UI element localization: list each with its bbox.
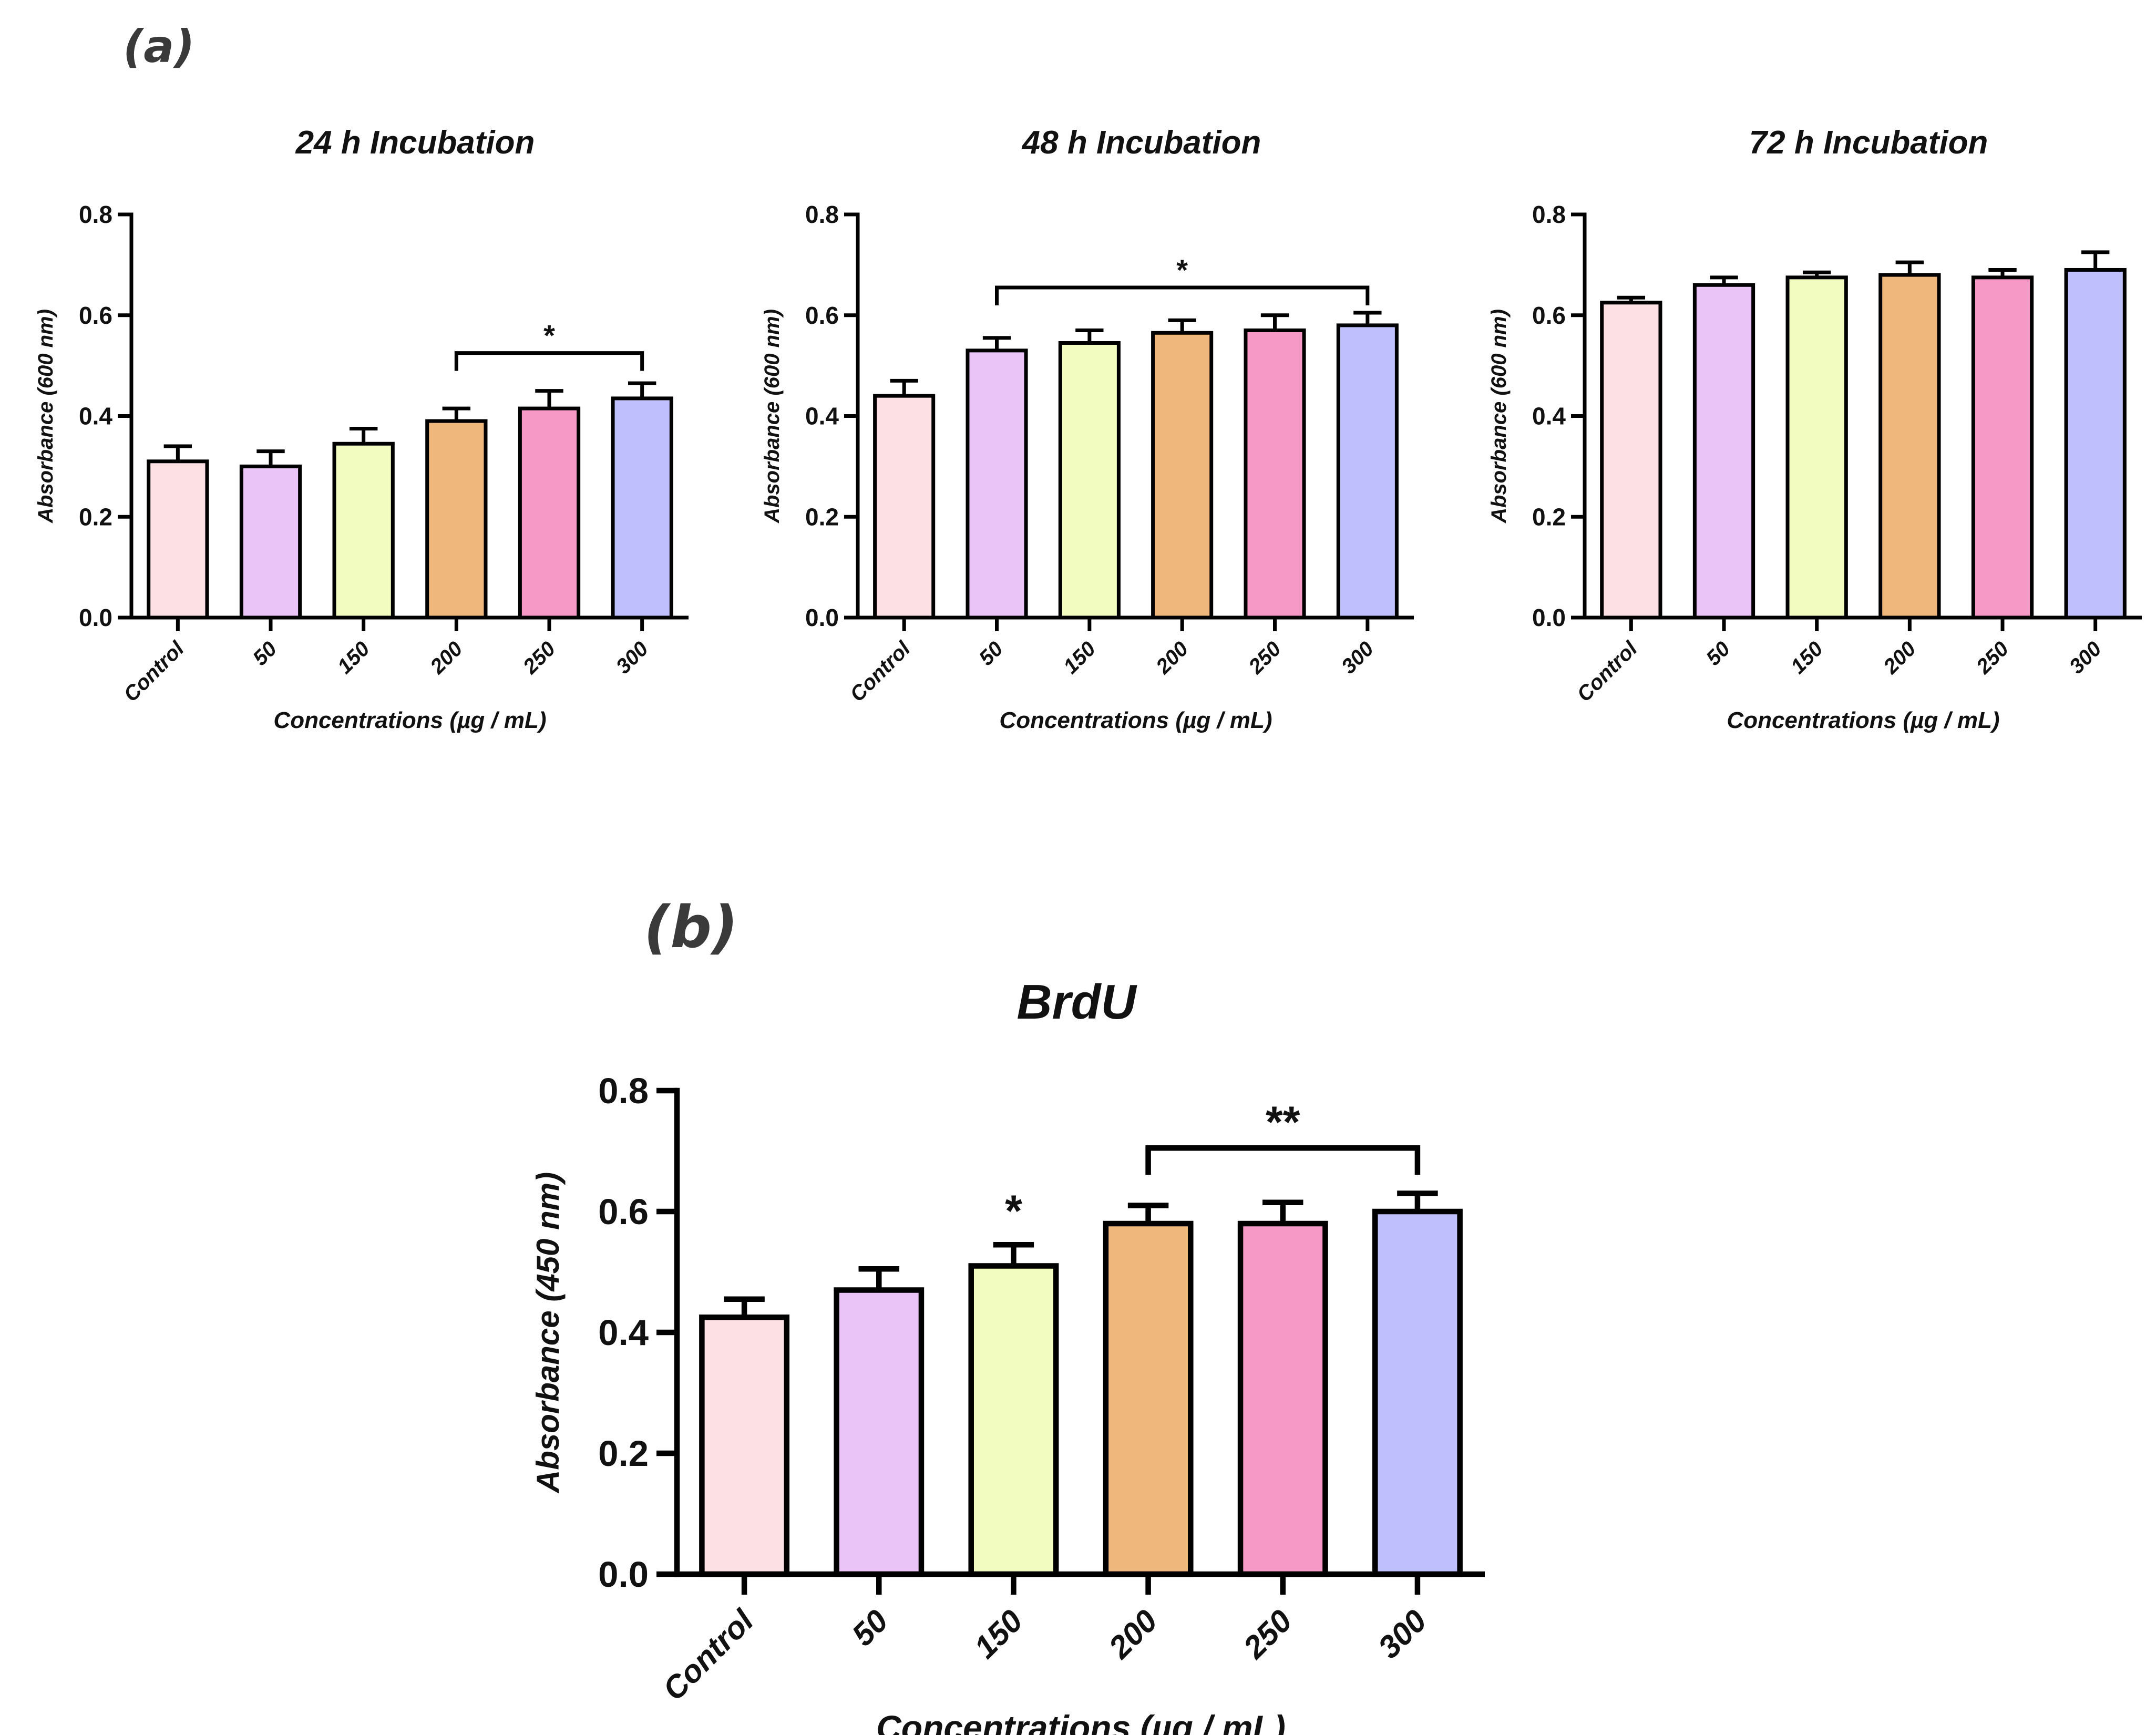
- significance-bracket: [995, 285, 1370, 306]
- bar-50: [966, 348, 1028, 620]
- bar-300: [611, 396, 673, 620]
- bar-300: [1372, 1208, 1463, 1577]
- x-tick-label: 200: [1879, 637, 1921, 679]
- x-tick-label: 50: [1702, 637, 1735, 670]
- bar-200: [1103, 1220, 1194, 1577]
- x-tick-label: 50: [249, 637, 282, 670]
- bar-150: [332, 442, 395, 620]
- y-tick-label: 0.0: [79, 604, 112, 631]
- y-tick-label: 0.4: [79, 403, 112, 430]
- x-tick-label: Control: [119, 637, 189, 706]
- bar-control: [873, 394, 936, 620]
- y-tick-label: 0.4: [805, 403, 839, 430]
- significance-label: *: [1176, 253, 1188, 286]
- y-axis-title: Absorbance (600 nm): [34, 309, 57, 523]
- y-tick-label: 0.0: [598, 1554, 649, 1595]
- y-tick-label: 0.6: [79, 302, 112, 329]
- x-tick-label: 300: [1337, 637, 1378, 678]
- x-tick-label: 300: [612, 637, 653, 678]
- panel-label-b: (b): [644, 894, 738, 961]
- chart-brdu: BrdU 0.0 0.2 0.4 0.6 0.8 Control 50 150 200 250 300…: [530, 974, 1485, 1735]
- x-tick-label: 150: [1787, 637, 1828, 678]
- x-axis-title: Concentrations (µg / mL): [273, 707, 546, 733]
- bar-250: [518, 406, 581, 620]
- x-tick-label: 250: [518, 637, 560, 679]
- y-tick-label: 0.8: [598, 1071, 649, 1111]
- y-tick-label: 0.2: [805, 503, 839, 530]
- x-axis-title: Concentrations (µg / mL): [1727, 707, 1999, 733]
- y-tick-label: 0.6: [1532, 302, 1566, 329]
- significance-bracket: [1145, 1145, 1421, 1175]
- chart-72h-incubation: 72 h Incubation 0.0 0.2 0.4 0.6 0.8 Control 50 1…: [1487, 125, 2142, 733]
- x-tick-label: 50: [845, 1603, 895, 1653]
- x-tick-label: Control: [656, 1603, 761, 1707]
- x-tick-label: 300: [1371, 1603, 1433, 1665]
- x-tick-label: Control: [846, 637, 915, 706]
- bar-250: [1244, 328, 1306, 620]
- x-tick-label: 150: [967, 1603, 1029, 1665]
- chart-title: BrdU: [1017, 974, 1137, 1029]
- bar-control: [699, 1315, 790, 1577]
- chart-24h-incubation: 24 h Incubation 0.0 0.2 0.4 0.6 0.8 Control 50 1…: [34, 125, 689, 733]
- y-tick-label: 0.2: [598, 1433, 649, 1474]
- y-axis-title: Absorbance (600 nm): [761, 309, 784, 523]
- bar-300: [1336, 323, 1399, 620]
- bar-control: [147, 459, 209, 620]
- significance-label: *: [1005, 1186, 1022, 1235]
- bar-150: [968, 1263, 1059, 1577]
- bar-50: [239, 464, 302, 620]
- x-tick-label: Control: [1573, 637, 1642, 706]
- bar-150: [1058, 341, 1121, 620]
- significance-bracket: [454, 351, 644, 371]
- y-tick-label: 0.2: [79, 503, 112, 530]
- y-tick-label: 0.0: [805, 604, 839, 631]
- panel-label-a: (a): [123, 20, 195, 73]
- x-tick-label: 250: [1972, 637, 2013, 679]
- x-tick-label: 150: [1059, 637, 1100, 678]
- significance-label: *: [543, 319, 555, 352]
- bar-control: [1600, 301, 1662, 620]
- x-tick-label: 150: [333, 637, 374, 678]
- x-tick-label: 200: [1152, 637, 1193, 679]
- x-axis-title: Concentrations (µg / mL): [999, 707, 1272, 733]
- bar-50: [834, 1287, 925, 1577]
- bar-200: [1878, 273, 1941, 620]
- bar-200: [1151, 331, 1214, 620]
- y-tick-label: 0.8: [79, 201, 112, 228]
- bar-250: [1237, 1220, 1328, 1577]
- x-tick-label: 300: [2065, 637, 2106, 678]
- chart-title: 72 h Incubation: [1749, 125, 1988, 161]
- y-axis-title: Absorbance (600 nm): [1487, 309, 1511, 523]
- y-tick-label: 0.6: [805, 302, 839, 329]
- y-tick-label: 0.0: [1532, 604, 1566, 631]
- y-tick-label: 0.8: [1532, 201, 1566, 228]
- bar-150: [1785, 275, 1848, 620]
- bar-250: [1971, 275, 2034, 620]
- y-axis-title: Absorbance (450 nm): [530, 1172, 566, 1494]
- y-tick-label: 0.4: [598, 1312, 649, 1353]
- bar-50: [1692, 283, 1755, 620]
- x-axis-title: Concentrations (µg / mL): [876, 1708, 1286, 1735]
- x-tick-label: 50: [974, 637, 1008, 670]
- chart-title: 24 h Incubation: [295, 125, 535, 161]
- significance-label: **: [1266, 1097, 1300, 1146]
- chart-title: 48 h Incubation: [1021, 125, 1261, 161]
- x-tick-label: 250: [1236, 1603, 1299, 1666]
- bar-300: [2064, 268, 2127, 620]
- x-tick-label: 250: [1244, 637, 1286, 679]
- x-tick-label: 200: [426, 637, 467, 679]
- y-tick-label: 0.8: [805, 201, 839, 228]
- bar-200: [425, 419, 488, 620]
- y-tick-label: 0.6: [598, 1192, 649, 1232]
- y-tick-label: 0.2: [1532, 503, 1566, 530]
- x-tick-label: 200: [1102, 1603, 1164, 1666]
- y-tick-label: 0.4: [1532, 403, 1566, 430]
- chart-48h-incubation: 48 h Incubation 0.0 0.2 0.4 0.6 0.8 Control 50 1…: [761, 125, 1414, 733]
